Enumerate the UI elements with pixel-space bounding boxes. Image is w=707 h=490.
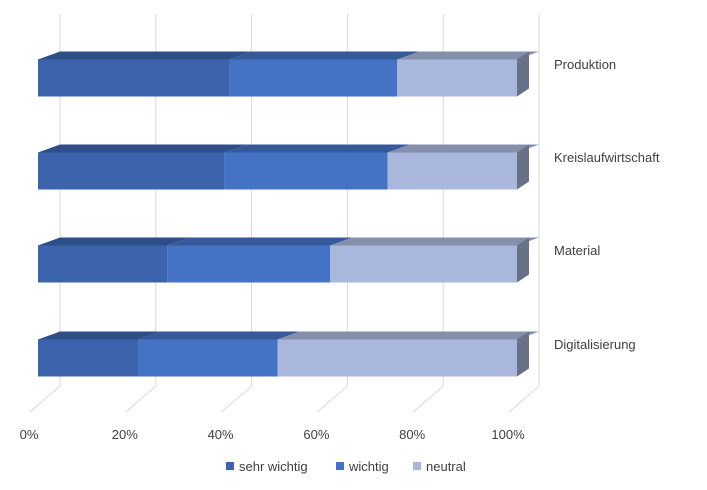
- bar-top-face: [38, 51, 252, 60]
- x-tick-label: 60%: [303, 427, 329, 442]
- bar-side-face: [517, 237, 529, 283]
- bar-material-wichtig: [167, 237, 353, 283]
- legend-item: sehr wichtig: [226, 459, 308, 474]
- bar-digitalisierung-wichtig: [138, 331, 300, 377]
- bar-front-face: [38, 59, 230, 97]
- bar-top-face: [229, 51, 420, 60]
- x-axis-ticks: 0% 20% 40% 60% 80% 100%: [20, 427, 525, 442]
- bar-top-face: [38, 237, 190, 246]
- bar-top-face: [397, 51, 539, 60]
- category-labels: Produktion Kreislaufwirtschaft Material Dig…: [554, 57, 660, 352]
- bar-top-face: [167, 237, 353, 246]
- bar-top-face: [38, 144, 247, 153]
- legend-item: wichtig: [336, 459, 389, 474]
- category-label: Kreislaufwirtschaft: [554, 150, 660, 165]
- legend-label: neutral: [426, 459, 466, 474]
- bar-front-face: [229, 59, 398, 97]
- bar-side-face: [517, 51, 529, 97]
- bar-front-face: [38, 152, 225, 190]
- bar-top-face: [277, 331, 539, 340]
- bar-front-face: [277, 339, 517, 377]
- bar-produktion-sehr-wichtig: [38, 51, 252, 97]
- bar-material-neutral: [330, 237, 539, 283]
- bar-front-face: [167, 245, 331, 283]
- category-label: Digitalisierung: [554, 337, 636, 352]
- bar-front-face: [38, 339, 139, 377]
- bar-top-face: [224, 144, 410, 153]
- x-tick-label: 20%: [112, 427, 138, 442]
- legend-swatch: [413, 462, 421, 470]
- floor-gridline: [317, 385, 348, 413]
- x-tick-label: 40%: [208, 427, 234, 442]
- bar-front-face: [38, 245, 168, 283]
- bar-top-face: [38, 331, 161, 340]
- x-tick-label: 0%: [20, 427, 39, 442]
- bar-digitalisierung-sehr-wichtig: [38, 331, 161, 377]
- bar-front-face: [138, 339, 278, 377]
- legend-swatch: [226, 462, 234, 470]
- legend-label: wichtig: [348, 459, 389, 474]
- x-tick-label: 100%: [491, 427, 525, 442]
- bar-top-face: [330, 237, 539, 246]
- bar-top-face: [138, 331, 300, 340]
- bar-kreislaufwirtschaft-sehr-wichtig: [38, 144, 247, 190]
- legend-swatch: [336, 462, 344, 470]
- bar-front-face: [330, 245, 517, 283]
- bar-produktion-neutral: [397, 51, 539, 97]
- floor-gridline: [412, 385, 444, 413]
- bar-produktion-wichtig: [229, 51, 420, 97]
- legend-label: sehr wichtig: [239, 459, 308, 474]
- bar-kreislaufwirtschaft-wichtig: [224, 144, 410, 190]
- bar-side-face: [517, 144, 529, 190]
- legend-item: neutral: [413, 459, 466, 474]
- x-tick-label: 80%: [399, 427, 425, 442]
- category-label: Material: [554, 243, 600, 258]
- category-label: Produktion: [554, 57, 616, 72]
- bars: [38, 51, 539, 377]
- bar-front-face: [387, 152, 517, 190]
- floor-gridline: [221, 385, 252, 413]
- legend: sehr wichtig wichtig neutral: [226, 459, 466, 474]
- bar-kreislaufwirtschaft-neutral: [387, 144, 539, 190]
- floor-gridline: [508, 385, 540, 413]
- bar-top-face: [387, 144, 539, 153]
- bar-material-sehr-wichtig: [38, 237, 190, 283]
- bar-side-face: [517, 331, 529, 377]
- bar-digitalisierung-neutral: [277, 331, 539, 377]
- bar-front-face: [224, 152, 388, 190]
- floor-gridline: [29, 385, 61, 413]
- bar-front-face: [397, 59, 517, 97]
- floor-gridline: [125, 385, 157, 413]
